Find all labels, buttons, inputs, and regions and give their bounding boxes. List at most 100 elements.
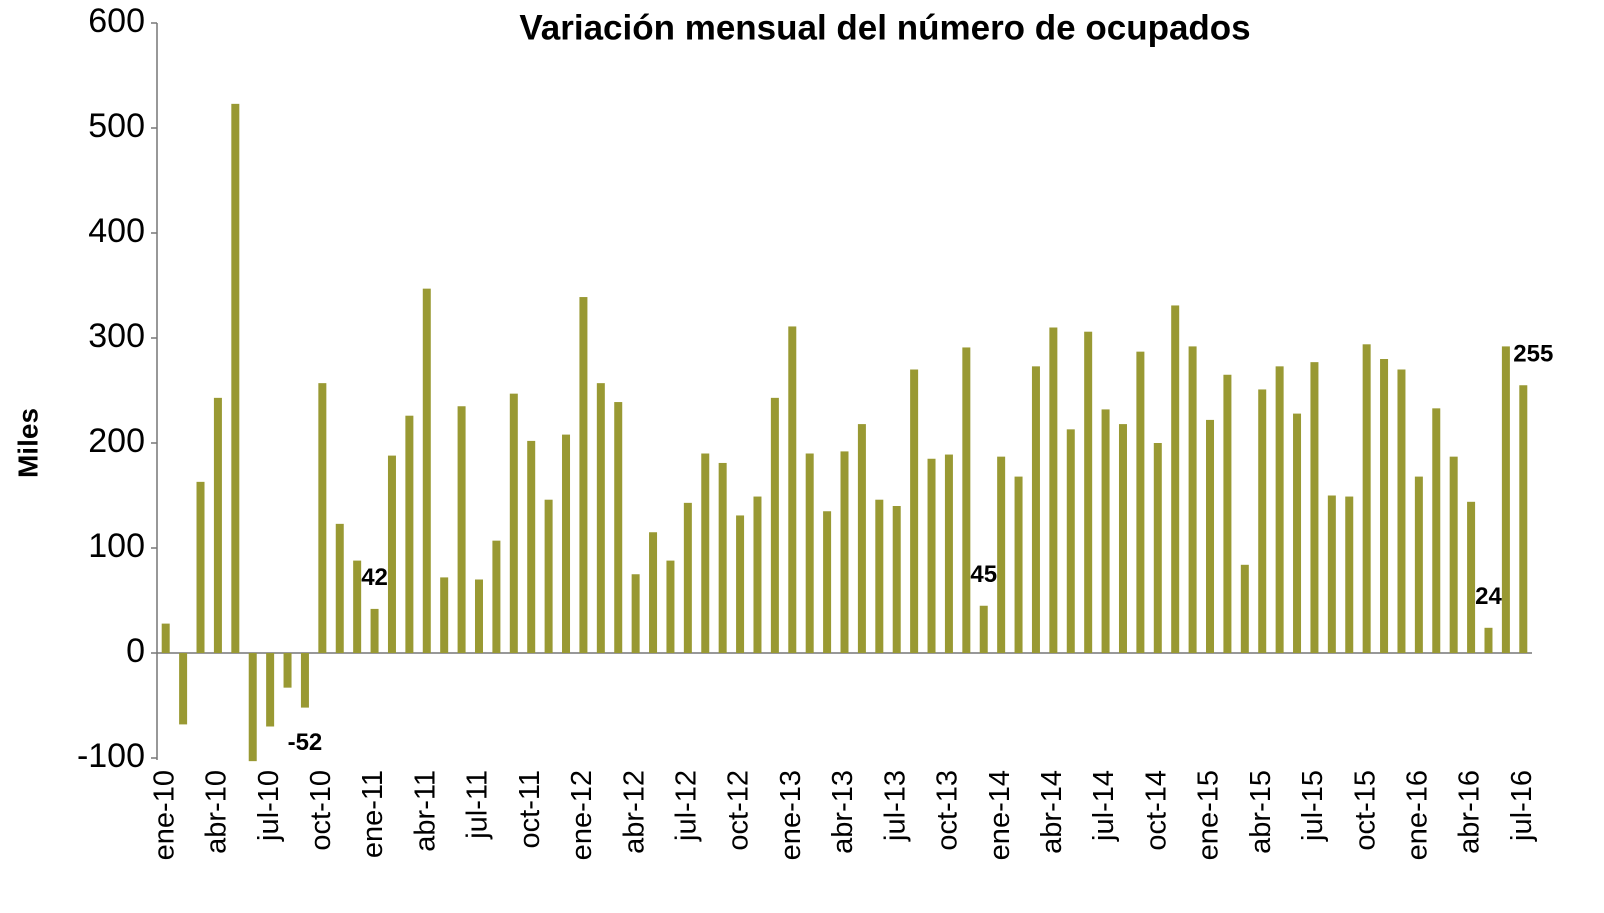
x-tick-label: abr-14 [1036, 770, 1068, 854]
x-tick-label: abr-12 [618, 770, 650, 854]
bar [1414, 476, 1423, 653]
data-label: 255 [1513, 341, 1553, 368]
bar [1240, 564, 1249, 653]
bar [283, 653, 292, 688]
bar [422, 288, 431, 653]
x-tick-label: ene-10 [148, 770, 180, 860]
bar [1206, 419, 1215, 653]
bar [1258, 389, 1267, 653]
bar [979, 605, 988, 653]
bar [875, 499, 884, 653]
y-tick-label: 500 [88, 107, 145, 145]
bar [1153, 443, 1162, 653]
bar [805, 453, 814, 653]
bar [387, 455, 396, 653]
bar [1501, 346, 1510, 653]
chart-title: Variación mensual del número de ocupados [519, 8, 1250, 47]
bar [544, 499, 553, 653]
bar [440, 577, 449, 653]
bar [718, 462, 727, 653]
bar [892, 506, 901, 653]
bar [666, 560, 675, 653]
bar [1327, 495, 1336, 653]
data-label: 42 [361, 564, 388, 591]
x-tick-label: oct-15 [1349, 770, 1381, 851]
bar [405, 415, 414, 653]
x-tick-label: abr-15 [1245, 770, 1277, 854]
bar [1014, 476, 1023, 653]
bar [770, 397, 779, 653]
bar [248, 653, 257, 762]
bar [1310, 362, 1319, 653]
bar [509, 393, 518, 653]
bar [631, 574, 640, 653]
x-tick-label: jul-10 [253, 770, 285, 842]
bar [266, 653, 275, 727]
x-tick-label: oct-11 [514, 770, 546, 848]
bar [1432, 408, 1441, 653]
bar [997, 456, 1006, 653]
x-tick-label: ene-13 [775, 770, 807, 860]
bar [1345, 496, 1354, 653]
bar [353, 560, 362, 653]
x-tick-label: abr-13 [827, 770, 859, 854]
bar [492, 540, 501, 653]
bar [1519, 385, 1528, 653]
bar [335, 523, 344, 653]
bar [1031, 366, 1040, 653]
bar [840, 451, 849, 653]
bar [1293, 413, 1302, 653]
bar [562, 434, 571, 653]
bar [927, 458, 936, 653]
bar [179, 653, 188, 725]
x-tick-label: jul-13 [879, 770, 911, 842]
bar [579, 297, 588, 653]
bar [318, 383, 327, 653]
bar [1449, 456, 1458, 653]
bar [1275, 366, 1284, 653]
x-tick-label: oct-10 [305, 770, 337, 851]
bar [300, 653, 309, 708]
bar [370, 608, 379, 653]
x-tick-label: oct-12 [723, 770, 755, 851]
data-label: 45 [970, 561, 997, 588]
bar [1101, 409, 1110, 653]
y-axis-label: Miles [12, 408, 43, 478]
bar [910, 369, 919, 653]
bar [614, 402, 623, 653]
bar [231, 103, 240, 654]
y-tick-label: 100 [88, 527, 145, 565]
y-tick-label: 0 [126, 632, 145, 670]
bar [1380, 359, 1389, 653]
bar [1188, 346, 1197, 653]
x-tick-label: jul-16 [1506, 770, 1538, 842]
data-label: -52 [288, 729, 323, 756]
x-tick-label: ene-15 [1193, 770, 1225, 860]
bar [1136, 351, 1145, 653]
bar [823, 511, 832, 653]
bar [753, 496, 762, 653]
bar [213, 397, 222, 653]
bar [649, 532, 658, 653]
x-tick-label: ene-16 [1402, 770, 1434, 860]
y-tick-label: 400 [88, 212, 145, 250]
x-tick-label: abr-10 [201, 770, 233, 854]
y-tick-label: 600 [88, 2, 145, 40]
bar [196, 481, 205, 653]
bar [1362, 344, 1371, 653]
bar [1223, 374, 1232, 653]
y-tick-label: -100 [77, 737, 145, 775]
y-tick-label: 200 [88, 422, 145, 460]
bar [788, 326, 797, 653]
bar [1171, 305, 1180, 653]
bar [161, 623, 170, 653]
bar [1467, 501, 1476, 653]
bar [962, 347, 971, 653]
bar [1049, 327, 1058, 653]
bar [944, 454, 953, 653]
bar [736, 515, 745, 653]
bar [474, 579, 483, 653]
x-tick-label: jul-11 [462, 770, 494, 840]
bar [701, 453, 710, 653]
